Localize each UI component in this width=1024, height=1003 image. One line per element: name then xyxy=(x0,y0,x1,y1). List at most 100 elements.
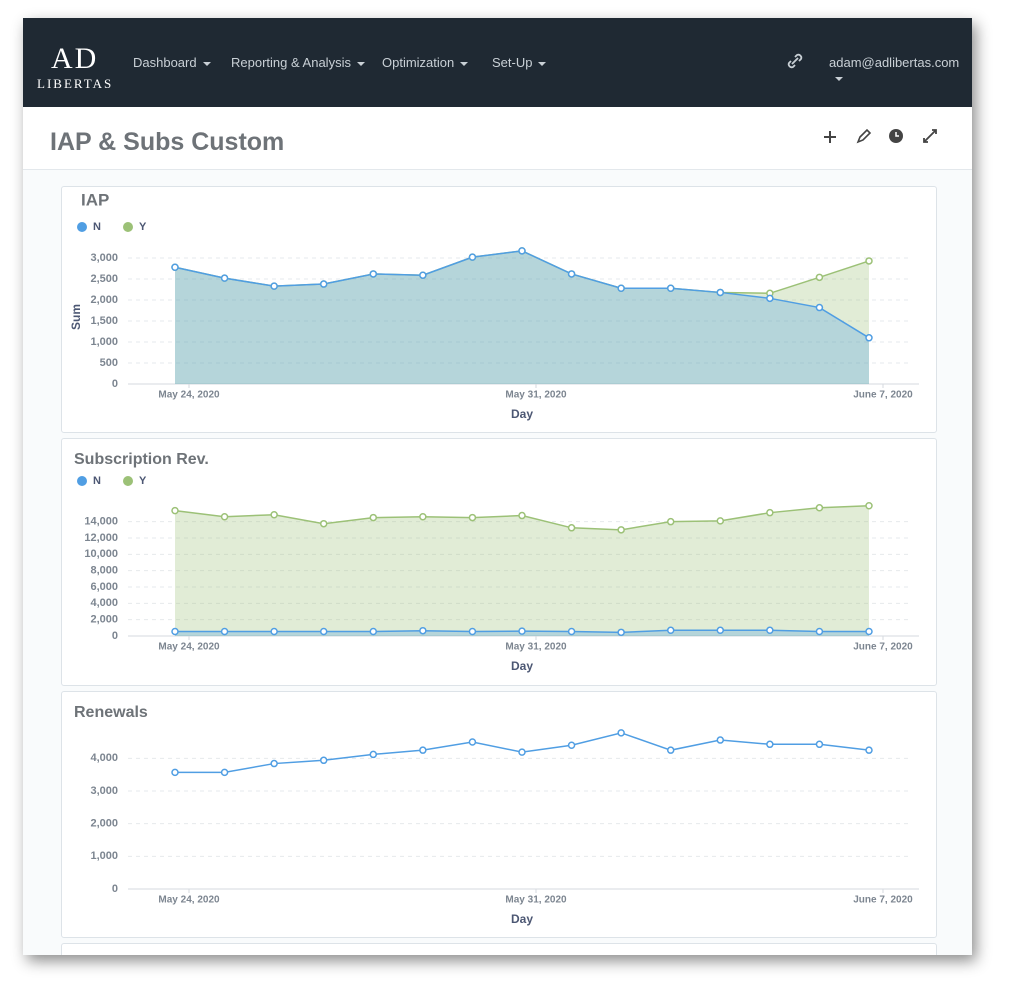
toolbar xyxy=(824,128,937,144)
y-tick-label: 14,000 xyxy=(84,516,118,528)
point xyxy=(815,504,824,512)
point xyxy=(766,740,774,749)
navbar: AD LIBERTAS Dashboard Reporting & Analys… xyxy=(23,18,972,107)
y-tick-label: 2,500 xyxy=(90,273,118,285)
point xyxy=(815,627,824,636)
page-title: IAP & Subs Custom xyxy=(50,128,285,156)
chart: Renewals 0 1,000 2,000 3,000 4,000 May 24, 202… xyxy=(74,704,919,926)
point xyxy=(468,253,477,261)
point xyxy=(567,524,576,532)
y-tick-label: 6,000 xyxy=(90,581,118,593)
legend-label: Y xyxy=(139,221,147,233)
chart-title: IAP xyxy=(81,190,109,209)
y-tick-label: 4,000 xyxy=(90,752,118,764)
x-tick-label: May 24, 2020 xyxy=(158,642,220,653)
area xyxy=(175,250,869,384)
point xyxy=(716,626,725,635)
point xyxy=(270,627,278,636)
card: IAP N Y 0 500 1,000 1,500 2,000 2,500 3,000 May 24… xyxy=(61,186,937,433)
x-axis-label: Day xyxy=(511,912,533,926)
y-tick-label: 0 xyxy=(112,630,118,642)
y-tick-label: 1,000 xyxy=(90,336,118,348)
y-tick-label: 2,000 xyxy=(90,818,118,830)
point xyxy=(220,274,229,282)
point xyxy=(766,626,774,635)
y-tick-label: 3,000 xyxy=(90,785,118,797)
point xyxy=(171,263,179,271)
legend-swatch xyxy=(77,476,87,486)
point xyxy=(518,748,526,756)
point xyxy=(319,519,328,528)
point xyxy=(865,257,873,265)
point xyxy=(369,627,378,636)
point xyxy=(369,513,378,522)
point xyxy=(270,510,278,519)
point xyxy=(220,768,229,777)
y-tick-label: 3,000 xyxy=(90,252,118,264)
point xyxy=(518,511,526,520)
point xyxy=(369,270,378,278)
point xyxy=(419,626,427,635)
point xyxy=(666,517,675,526)
point xyxy=(815,740,824,749)
point xyxy=(468,627,477,636)
y-tick-label: 12,000 xyxy=(84,532,118,544)
point xyxy=(419,513,427,521)
x-tick-label: June 7, 2020 xyxy=(853,390,913,401)
point xyxy=(369,750,378,759)
add-icon[interactable] xyxy=(824,131,836,143)
point xyxy=(865,334,873,342)
edit-icon[interactable] xyxy=(856,128,872,144)
card xyxy=(61,943,937,955)
menu[interactable]: Optimization xyxy=(382,55,468,70)
point xyxy=(815,303,824,312)
fullscreen-icon[interactable] xyxy=(923,129,937,143)
point xyxy=(666,284,675,292)
x-axis-label: Day xyxy=(511,407,533,421)
y-tick-label: 2,000 xyxy=(90,294,118,306)
link-icon[interactable] xyxy=(787,53,803,69)
point xyxy=(766,508,774,517)
y-tick-label: 0 xyxy=(112,883,118,895)
point xyxy=(567,741,576,750)
menu[interactable]: Reporting & Analysis xyxy=(231,55,365,70)
chart: IAP N Y 0 500 1,000 1,500 2,000 2,500 3,000 May 24… xyxy=(69,190,919,421)
legend-label: Y xyxy=(139,475,147,487)
card: Subscription Rev. N Y 0 2,000 4,000 6,000 8,000… xyxy=(61,438,937,686)
point xyxy=(319,627,328,636)
chart: Subscription Rev. N Y 0 2,000 4,000 6,000 8,000… xyxy=(74,451,919,673)
menu[interactable]: Dashboard xyxy=(133,55,211,70)
menu[interactable]: Set-Up xyxy=(492,55,546,70)
point xyxy=(865,627,873,636)
x-tick-label: May 31, 2020 xyxy=(505,895,567,906)
x-tick-label: May 31, 2020 xyxy=(505,390,567,401)
area xyxy=(175,505,869,636)
point xyxy=(617,628,625,637)
header: IAP & Subs Custom xyxy=(23,107,972,170)
x-tick-label: May 24, 2020 xyxy=(158,390,220,401)
point xyxy=(419,746,427,754)
legend-label: N xyxy=(93,475,101,487)
point xyxy=(865,746,873,754)
user-menu[interactable]: adam@adlibertas.com xyxy=(829,55,972,85)
legend-swatch xyxy=(77,222,87,232)
logo[interactable]: AD xyxy=(51,42,99,75)
point xyxy=(766,294,774,303)
point xyxy=(468,738,477,746)
point xyxy=(220,627,229,636)
point xyxy=(567,270,576,278)
point xyxy=(319,756,328,765)
point xyxy=(617,284,625,292)
x-axis-label: Day xyxy=(511,659,533,673)
point xyxy=(419,271,427,279)
y-axis-label: Sum xyxy=(69,304,83,330)
chart-title: Renewals xyxy=(74,704,148,721)
x-tick-label: May 31, 2020 xyxy=(505,642,567,653)
point xyxy=(518,627,526,635)
point xyxy=(518,247,526,255)
area xyxy=(175,250,869,384)
y-tick-label: 1,000 xyxy=(90,850,118,862)
legend-swatch xyxy=(123,222,133,232)
y-tick-label: 1,500 xyxy=(90,315,118,327)
